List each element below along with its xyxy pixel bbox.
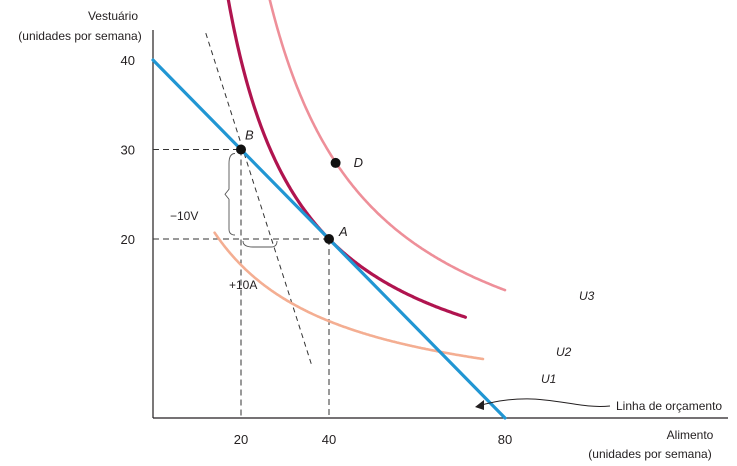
indifference-curve-u1 [213, 231, 485, 361]
point-d [330, 157, 341, 168]
x-tick-20: 20 [234, 432, 248, 447]
point-b-label: B [245, 128, 254, 143]
x-tick-80: 80 [498, 432, 512, 447]
x-axis-title-line1: Alimento [667, 428, 714, 442]
indifference-curve-u2 [226, 0, 467, 319]
point-b [236, 144, 246, 155]
x-tick-40: 40 [322, 432, 336, 447]
y-tick-40: 40 [121, 53, 135, 68]
tangent-at-b [205, 32, 312, 365]
budget-line-pointer-arrow [477, 398, 611, 407]
indifference-curve-u3 [268, 0, 507, 292]
delta-a-brace [242, 240, 278, 248]
delta-v-label: −10V [170, 209, 198, 223]
y-axis-title-line2: (unidades por semana) [18, 29, 141, 43]
point-a-label: A [338, 224, 348, 239]
u2-label: U2 [556, 345, 572, 359]
delta-v-brace [224, 153, 236, 236]
u1-label: U1 [541, 372, 556, 386]
y-tick-30: 30 [121, 143, 135, 158]
delta-a-label: +10A [229, 278, 257, 292]
u3-label: U3 [579, 289, 595, 303]
y-tick-20: 20 [121, 232, 135, 247]
budget-line-label: Linha de orçamento [616, 399, 722, 413]
budget-line-pointer-arrowhead [475, 400, 484, 410]
y-axis-title-line1: Vestuário [88, 9, 138, 23]
x-axis-title-line2: (unidades por semana) [588, 447, 711, 461]
point-d-label: D [354, 155, 363, 170]
point-a [324, 234, 334, 244]
